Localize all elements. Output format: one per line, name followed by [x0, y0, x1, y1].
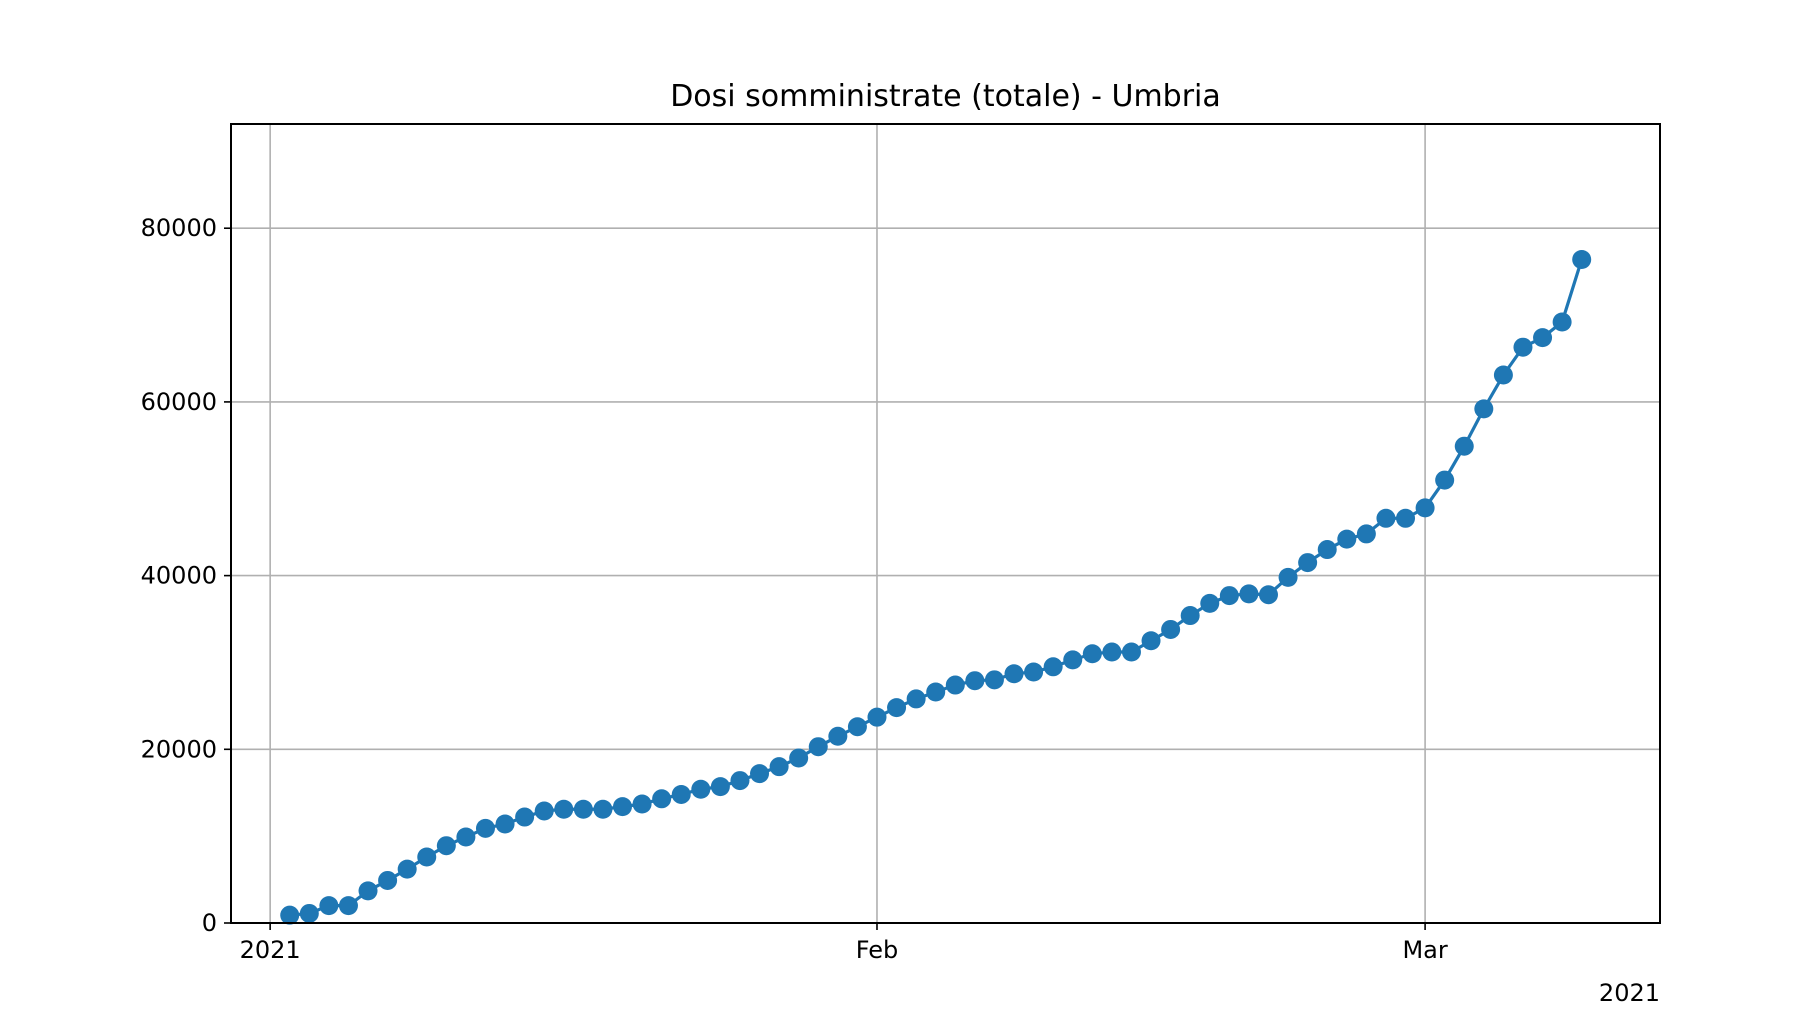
data-point: [730, 771, 750, 791]
data-point: [847, 717, 867, 737]
data-point: [1239, 584, 1259, 604]
data-point: [1161, 619, 1181, 639]
data-point: [534, 801, 554, 821]
data-point: [1396, 508, 1416, 528]
data-point: [1317, 540, 1337, 560]
plot-frame: [230, 123, 1661, 924]
data-point: [1219, 586, 1239, 606]
data-point: [280, 905, 300, 925]
data-point: [299, 903, 319, 923]
data-point: [1572, 249, 1592, 269]
data-point: [789, 748, 809, 768]
axis-ticks: 0 20000 40000 60000 80000 2021 Feb Mar: [141, 214, 1448, 964]
data-point: [1533, 328, 1553, 348]
data-point: [867, 707, 887, 727]
x-axis-offset-label: 2021: [1599, 979, 1660, 1007]
y-tick-label: 60000: [141, 388, 217, 416]
data-point: [828, 726, 848, 746]
data-point: [1180, 606, 1200, 626]
data-point: [554, 799, 574, 819]
data-point: [495, 814, 515, 834]
y-tick-label: 20000: [141, 735, 217, 763]
grid: [231, 124, 1660, 924]
data-point: [1552, 312, 1572, 332]
data-point: [945, 675, 965, 695]
data-point: [1200, 593, 1220, 613]
data-point: [358, 881, 378, 901]
chart-title: Dosi somministrate (totale) - Umbria: [670, 79, 1221, 114]
data-point: [769, 757, 789, 777]
data-point: [926, 682, 946, 702]
data-point: [1278, 567, 1298, 587]
data-point: [906, 689, 926, 709]
data-point: [1356, 524, 1376, 544]
data-point: [1024, 662, 1044, 682]
x-tick-label: Mar: [1402, 936, 1447, 964]
data-point: [750, 764, 770, 784]
data-point: [1102, 642, 1122, 662]
data-point: [593, 799, 613, 819]
data-point: [1474, 399, 1494, 419]
data-point: [1493, 365, 1513, 385]
data-point: [1004, 664, 1024, 684]
data-point: [1121, 642, 1141, 662]
data-point: [456, 827, 476, 847]
data-point: [671, 784, 691, 804]
data-point: [965, 671, 985, 691]
data-point: [436, 836, 456, 856]
data-point: [632, 794, 652, 814]
x-tick-label: 2021: [240, 936, 301, 964]
data-point: [573, 799, 593, 819]
data-point: [808, 737, 828, 757]
y-tick-label: 0: [202, 909, 217, 937]
data-point: [984, 670, 1004, 690]
data-point: [1063, 650, 1083, 670]
y-tick-label: 80000: [141, 214, 217, 242]
data-point: [378, 870, 398, 890]
data-point: [1415, 498, 1435, 518]
data-point: [652, 789, 672, 809]
y-tick-label: 40000: [141, 562, 217, 590]
data-point: [397, 859, 417, 879]
data-point: [887, 698, 907, 718]
data-point: [1435, 470, 1455, 490]
data-point: [1513, 337, 1533, 357]
data-point: [710, 777, 730, 797]
data-point: [1082, 644, 1102, 664]
data-point: [1258, 585, 1278, 605]
data-point: [1337, 529, 1357, 549]
data-point: [1298, 553, 1318, 573]
data-point: [338, 896, 358, 916]
x-tick-label: Feb: [856, 936, 899, 964]
data-point: [1141, 631, 1161, 651]
data-point: [613, 797, 633, 817]
data-point: [319, 896, 339, 916]
data-point: [1043, 657, 1063, 677]
data-point: [1454, 436, 1474, 456]
data-point: [475, 818, 495, 838]
series-dosi: [280, 249, 1592, 925]
data-point: [417, 847, 437, 867]
data-point: [515, 807, 535, 827]
data-point: [1376, 508, 1396, 528]
data-point: [691, 779, 711, 799]
